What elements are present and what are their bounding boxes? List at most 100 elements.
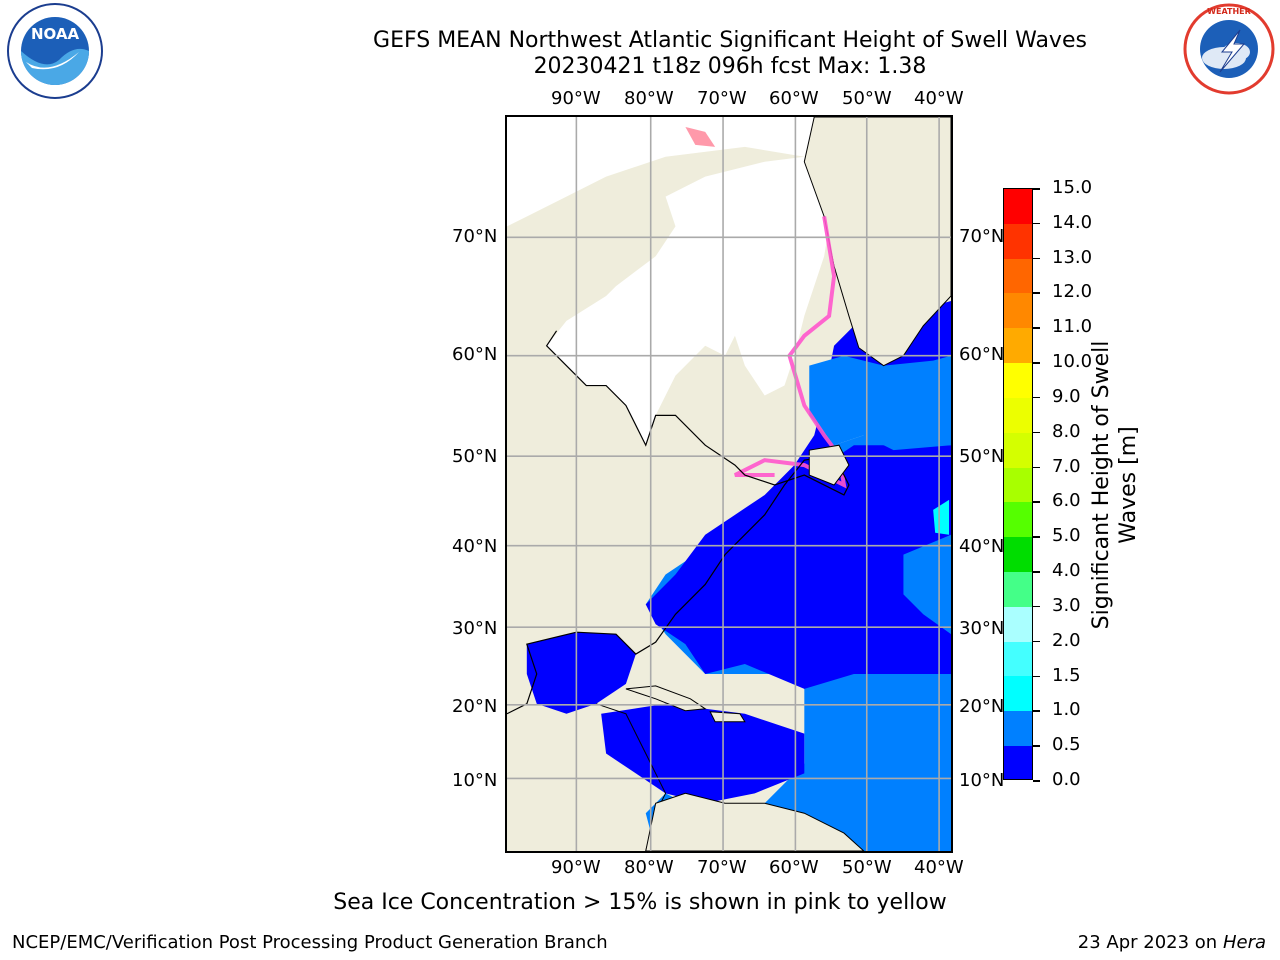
lon-label-top: 50°W xyxy=(842,88,892,109)
colorbar-segment xyxy=(1004,258,1032,294)
ocean-swell-0.5-1.0-north xyxy=(809,355,951,451)
colorbar-segment xyxy=(1004,467,1032,503)
colorbar-segment xyxy=(1004,537,1032,572)
noaa-logo-text: NOAA xyxy=(31,25,80,43)
colorbar-tick-label: 3.0 xyxy=(1052,594,1081,616)
lon-label-top: 80°W xyxy=(624,88,674,109)
colorbar-segment xyxy=(1004,223,1032,259)
sea-ice-caption: Sea Ice Concentration > 15% is shown in … xyxy=(333,890,947,915)
lat-label-right: 10°N xyxy=(959,770,1005,791)
lat-label-right: 20°N xyxy=(959,696,1005,717)
colorbar-segment xyxy=(1004,432,1032,468)
colorbar-tick-label: 7.0 xyxy=(1052,455,1081,477)
newfoundland xyxy=(808,444,850,486)
colorbar-tick-mark xyxy=(1033,431,1040,434)
colorbar-tick-mark xyxy=(1033,327,1040,329)
colorbar-segment xyxy=(1004,328,1032,364)
lon-label-bottom: 40°W xyxy=(914,857,964,878)
colorbar-tick-mark xyxy=(1033,188,1040,190)
chart-subtitle: 20230421 t18z 096h fcst Max: 1.38 xyxy=(533,54,927,79)
svg-text:WEATHER: WEATHER xyxy=(1207,7,1251,16)
lon-label-bottom: 80°W xyxy=(624,857,674,878)
lat-label-right: 50°N xyxy=(959,446,1005,467)
colorbar-tick-mark xyxy=(1033,675,1040,678)
lat-label-left: 60°N xyxy=(452,344,498,365)
colorbar-tick-label: 11.0 xyxy=(1052,316,1093,338)
colorbar-tick-mark xyxy=(1033,362,1040,364)
colorbar-tick-label: 6.0 xyxy=(1052,490,1081,512)
colorbar-tick-label: 0.0 xyxy=(1052,769,1081,790)
lon-label-top: 70°W xyxy=(697,88,747,109)
colorbar-tick-label: 15.0 xyxy=(1052,177,1093,198)
colorbar-segment xyxy=(1004,606,1032,642)
chart-title: GEFS MEAN Northwest Atlantic Significant… xyxy=(373,28,1087,53)
colorbar-tick-label: 1.5 xyxy=(1052,664,1081,686)
colorbar-segment xyxy=(1004,711,1032,746)
colorbar-segment xyxy=(1004,571,1032,607)
south-america xyxy=(645,792,865,851)
lat-label-left: 70°N xyxy=(452,226,498,247)
nws-logo: WEATHER xyxy=(1183,3,1275,95)
colorbar-tick-mark xyxy=(1033,257,1040,260)
noaa-logo: NOAA xyxy=(7,3,103,99)
graticule xyxy=(507,117,951,851)
lat-label-left: 30°N xyxy=(452,618,498,639)
ice-edge xyxy=(734,216,847,489)
colorbar-tick-mark xyxy=(1033,605,1040,608)
colorbar-tick-mark xyxy=(1033,780,1040,782)
lat-label-right: 60°N xyxy=(959,344,1005,365)
colorbar-tick-mark xyxy=(1033,466,1040,469)
map-panel xyxy=(505,115,953,853)
lon-label-top: 40°W xyxy=(914,88,964,109)
lat-label-right: 70°N xyxy=(959,226,1005,247)
ocean-swell-1.0-1.5 xyxy=(933,499,950,535)
colorbar-tick-mark xyxy=(1033,292,1040,294)
lon-label-bottom: 90°W xyxy=(551,857,601,878)
colorbar-tick-label: 0.5 xyxy=(1052,734,1081,756)
colorbar-segment xyxy=(1004,363,1032,398)
colorbar-tick-label: 10.0 xyxy=(1052,351,1093,373)
colorbar-tick-mark xyxy=(1033,710,1040,712)
colorbar-tick-label: 13.0 xyxy=(1052,246,1093,268)
colorbar-tick-label: 14.0 xyxy=(1052,211,1093,233)
colorbar-tick-label: 4.0 xyxy=(1052,560,1081,582)
colorbar-tick-label: 8.0 xyxy=(1052,420,1081,442)
lat-label-left: 50°N xyxy=(452,446,498,467)
lat-label-left: 40°N xyxy=(452,536,498,557)
gulf-of-mexico xyxy=(526,632,636,714)
colorbar-segment xyxy=(1004,746,1032,779)
colorbar-segment xyxy=(1004,397,1032,433)
colorbar-segment xyxy=(1004,641,1032,677)
colorbar-tick-label: 1.0 xyxy=(1052,699,1081,721)
colorbar-tick-mark xyxy=(1033,396,1040,399)
colorbar-label: Significant Height of Swell Waves [m] xyxy=(1089,340,1141,630)
lon-label-top: 60°W xyxy=(769,88,819,109)
hispaniola xyxy=(709,711,746,723)
colorbar-segment xyxy=(1004,502,1032,538)
colorbar-tick-mark xyxy=(1033,222,1040,225)
colorbar-tick-mark xyxy=(1033,745,1040,747)
lat-label-left: 20°N xyxy=(452,696,498,717)
lon-label-bottom: 70°W xyxy=(697,857,747,878)
lon-label-bottom: 50°W xyxy=(842,857,892,878)
colorbar-tick-label: 5.0 xyxy=(1052,525,1081,547)
ice-edge-north xyxy=(685,126,716,147)
lon-label-top: 90°W xyxy=(551,88,601,109)
colorbar-segment xyxy=(1004,189,1032,224)
lon-label-bottom: 60°W xyxy=(769,857,819,878)
colorbar-tick-mark xyxy=(1033,501,1040,503)
colorbar-tick-mark xyxy=(1033,640,1040,643)
lat-label-left: 10°N xyxy=(452,770,498,791)
lat-label-right: 30°N xyxy=(959,618,1005,639)
greenland xyxy=(803,117,951,367)
colorbar xyxy=(1003,188,1033,780)
sea-ice-region xyxy=(546,156,835,446)
colorbar-tick-mark xyxy=(1033,536,1040,538)
colorbar-tick-label: 9.0 xyxy=(1052,385,1081,407)
colorbar-segment xyxy=(1004,676,1032,712)
footer-credit: NCEP/EMC/Verification Post Processing Pr… xyxy=(12,932,608,953)
colorbar-tick-label: 2.0 xyxy=(1052,629,1081,651)
colorbar-tick-label: 12.0 xyxy=(1052,281,1093,303)
footer-date: 23 Apr 2023 on Hera xyxy=(1077,932,1266,953)
colorbar-segment xyxy=(1004,293,1032,329)
